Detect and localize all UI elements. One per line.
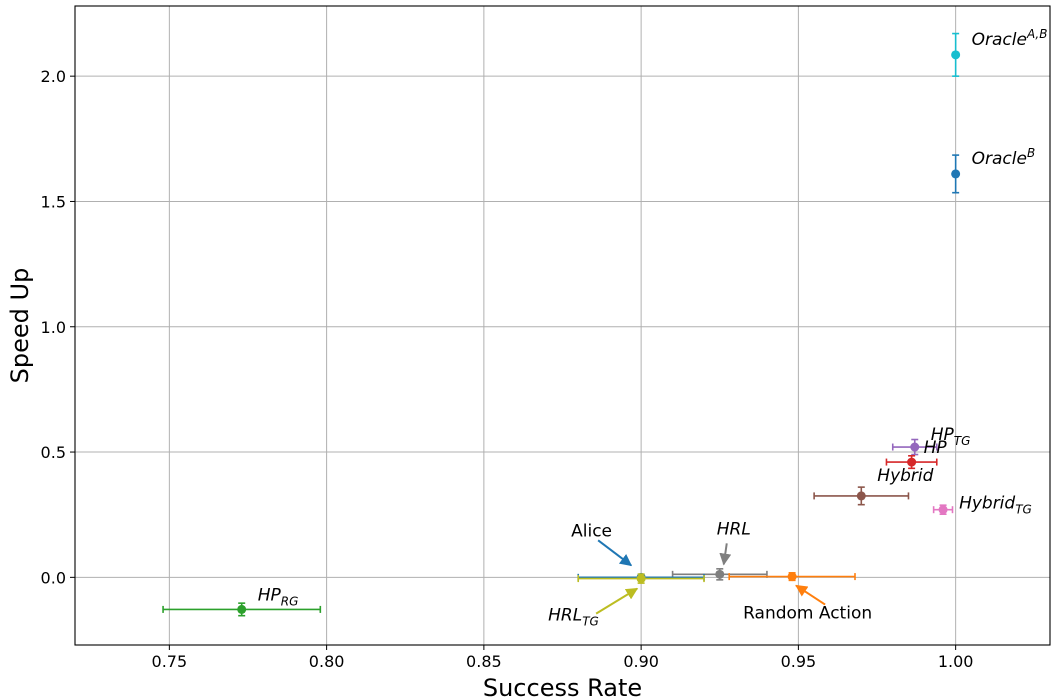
label-hp-rg: HPRG xyxy=(258,585,299,608)
point-hp-rg xyxy=(162,602,322,617)
x-axis-title: Success Rate xyxy=(483,674,642,698)
marker xyxy=(787,572,797,582)
marker xyxy=(237,604,247,614)
label-hrl: HRL xyxy=(717,519,751,539)
y-axis-ticks: 0.0 0.5 1.0 1.5 2.0 xyxy=(41,67,75,587)
label-hrl-tg: HRLTG xyxy=(548,606,599,629)
label-text: Oracle xyxy=(972,149,1027,169)
marker xyxy=(856,491,866,501)
label-subscript: TG xyxy=(954,434,971,448)
point-hybrid-tg xyxy=(932,504,954,515)
label-text: Hybrid xyxy=(959,494,1015,514)
label-text: Random Action xyxy=(743,604,872,624)
x-tick-label: 1.00 xyxy=(938,652,974,671)
marker xyxy=(910,442,920,452)
point-hp xyxy=(885,455,938,470)
y-tick-label: 2.0 xyxy=(41,67,66,86)
grid xyxy=(75,6,1050,645)
marker xyxy=(715,569,725,579)
label-oracle-ab: OracleA,B xyxy=(972,27,1048,50)
label-text: Alice xyxy=(571,521,612,541)
point-hp-tg xyxy=(891,438,938,456)
marker xyxy=(907,457,917,467)
x-axis-ticks: 0.75 0.80 0.85 0.90 0.95 1.00 xyxy=(152,645,974,671)
label-random-action: Random Action xyxy=(743,604,872,624)
arrow-hrl xyxy=(719,543,732,566)
y-tick-label: 0.0 xyxy=(41,568,66,587)
y-tick-label: 0.5 xyxy=(41,443,66,462)
point-hrl xyxy=(671,568,768,581)
label-hybrid: Hybrid xyxy=(877,466,933,486)
marker xyxy=(636,574,646,584)
x-tick-label: 0.90 xyxy=(623,652,659,671)
x-tick-label: 0.85 xyxy=(466,652,502,671)
label-superscript: A,B xyxy=(1026,27,1047,41)
annotations: OracleA,BOracleBHPTGHPHybridHybridTGHRLR… xyxy=(258,27,1048,629)
point-random-action xyxy=(728,572,856,582)
label-hybrid-tg: HybridTG xyxy=(959,494,1032,517)
marker xyxy=(951,169,961,179)
label-oracle-b: OracleB xyxy=(972,146,1036,169)
marker xyxy=(951,50,961,60)
label-subscript: RG xyxy=(281,594,299,608)
label-text: Hybrid xyxy=(877,466,933,486)
arrow-random-action xyxy=(795,584,826,606)
arrow-hrl-tg xyxy=(595,587,639,615)
label-text: HRL xyxy=(548,606,582,626)
marker xyxy=(938,505,948,515)
label-text: HP xyxy=(924,438,948,458)
x-tick-label: 0.80 xyxy=(309,652,345,671)
label-subscript: TG xyxy=(1015,503,1032,517)
x-tick-label: 0.95 xyxy=(781,652,817,671)
point-oracle-b xyxy=(951,154,961,194)
data-points xyxy=(162,32,961,617)
label-hp-tg: HPTG xyxy=(931,425,971,448)
y-axis-title: Speed Up xyxy=(6,268,34,384)
label-text: HRL xyxy=(717,519,751,539)
label-text: HP xyxy=(931,425,955,445)
label-superscript: B xyxy=(1027,146,1035,160)
label-alice: Alice xyxy=(571,521,612,541)
label-text: HP xyxy=(258,585,282,605)
x-tick-label: 0.75 xyxy=(152,652,188,671)
point-hybrid xyxy=(813,486,910,506)
y-tick-label: 1.5 xyxy=(41,192,66,211)
label-hp: HP xyxy=(924,438,948,458)
arrow-alice xyxy=(597,539,633,567)
label-text: Oracle xyxy=(972,30,1027,50)
label-subscript: TG xyxy=(582,615,599,629)
plot-frame xyxy=(74,5,1051,646)
point-oracle-ab xyxy=(951,32,961,77)
y-tick-label: 1.0 xyxy=(41,318,66,337)
point-hrl-tg xyxy=(577,573,705,584)
